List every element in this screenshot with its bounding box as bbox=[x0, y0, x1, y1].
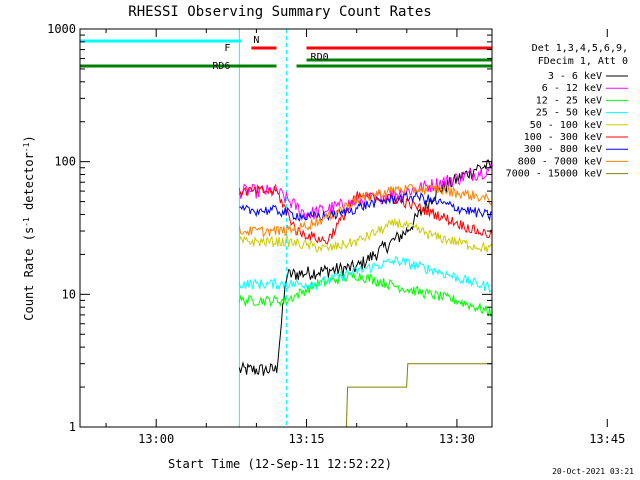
y-axis-label-sup1: -1 bbox=[22, 217, 31, 227]
y-tick-label-3: 1000 bbox=[47, 22, 76, 36]
series-line-5 bbox=[238, 185, 492, 245]
legend-label-3: 25 - 50 keV bbox=[536, 108, 602, 119]
x-tick-label-3: 13:45 bbox=[589, 432, 625, 446]
x-tick-label-2: 13:30 bbox=[439, 432, 475, 446]
y-tick-label-0: 1 bbox=[69, 420, 76, 434]
x-tick-label-1: 13:15 bbox=[288, 432, 324, 446]
series-line-4 bbox=[238, 218, 492, 253]
y-tick-label-2: 100 bbox=[54, 155, 76, 169]
plot-frame bbox=[79, 28, 493, 428]
legend-label-6: 300 - 800 keV bbox=[524, 144, 602, 155]
legend-label-1: 6 - 12 keV bbox=[542, 83, 602, 94]
flag-n-label: N bbox=[253, 35, 259, 46]
flag-rd6-label: RD6 bbox=[212, 61, 230, 72]
y-axis-label-sup2: -1 bbox=[22, 142, 31, 152]
y-axis-label: Count Rate (s-1 detector-1) bbox=[22, 135, 37, 320]
y-tick-label-1: 10 bbox=[62, 287, 76, 301]
legend-header-2: FDecim 1, Att 0 bbox=[538, 56, 628, 67]
series-line-2 bbox=[238, 271, 492, 317]
series-line-8 bbox=[239, 363, 492, 427]
legend-label-4: 50 - 100 keV bbox=[530, 120, 602, 131]
series-line-3 bbox=[238, 255, 492, 294]
y-axis-label-mid: detector bbox=[22, 152, 36, 217]
legend-label-7: 800 - 7000 keV bbox=[518, 156, 602, 167]
x-axis-label: Start Time (12-Sep-11 12:52:22) bbox=[168, 457, 392, 471]
legend-label-0: 3 - 6 keV bbox=[548, 71, 602, 82]
flag-rd0-label: RD0 bbox=[311, 52, 329, 63]
legend-label-2: 12 - 25 keV bbox=[536, 95, 602, 106]
series-line-6 bbox=[239, 191, 492, 222]
legend-label-8: 7000 - 15000 keV bbox=[506, 169, 602, 180]
y-axis-label-end: ) bbox=[22, 135, 36, 142]
chart-title: RHESSI Observing Summary Count Rates bbox=[128, 4, 431, 20]
series-line-7 bbox=[238, 183, 492, 238]
legend-header-1: Det 1,3,4,5,6,9, bbox=[532, 43, 628, 54]
legend: Det 1,3,4,5,6,9, FDecim 1, Att 0 3 - 6 k… bbox=[506, 43, 628, 180]
timestamp: 20-Oct-2021 03:21 bbox=[552, 467, 634, 476]
x-tick-label-0: 13:00 bbox=[138, 432, 174, 446]
flag-f-label: F bbox=[224, 43, 230, 54]
legend-label-5: 100 - 300 keV bbox=[524, 132, 602, 143]
y-axis-label-main: Count Rate (s bbox=[22, 227, 36, 321]
